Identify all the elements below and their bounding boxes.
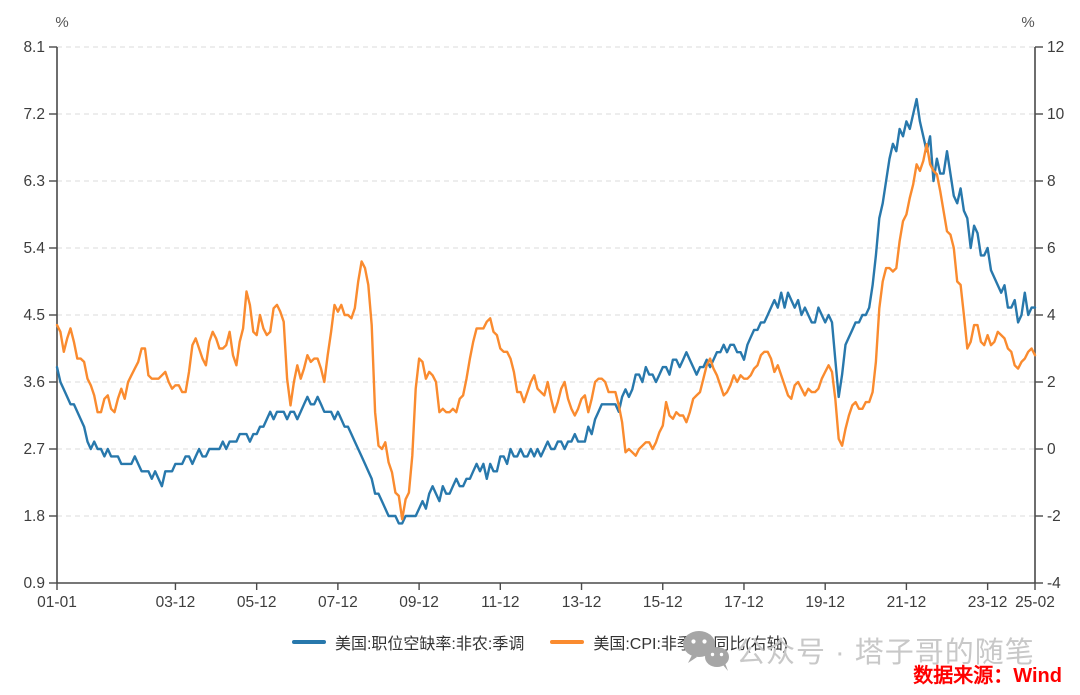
legend-item: 美国:CPI:非季调:同比(右轴): [550, 630, 788, 654]
x-axis-label: 07-12: [318, 594, 358, 611]
x-axis-label: 15-12: [643, 594, 683, 611]
data-source-label: 数据来源：Wind: [913, 665, 1062, 687]
chart-canvas: 8.1 12 7.2 10 6.3 8 5.4 6 4.5 4 3.6 2 2.7 0 1.8 -2 0.9 -4…: [23, 14, 1065, 611]
right-axis-label: 8: [1047, 173, 1056, 190]
left-axis-unit: %: [55, 14, 68, 31]
right-axis-label: 2: [1047, 374, 1056, 391]
x-axis-label: 13-12: [562, 594, 602, 611]
legend-label: 美国:职位空缺率:非农:季调: [334, 636, 525, 653]
left-axis-label: 7.2: [23, 106, 45, 123]
x-axis-label: 19-12: [805, 594, 845, 611]
x-axis-label: 21-12: [887, 594, 927, 611]
x-axis-label: 05-12: [237, 594, 277, 611]
right-axis-label: 4: [1047, 307, 1056, 324]
x-axis-label: 03-12: [156, 594, 196, 611]
legend-line-swatch: [550, 640, 585, 644]
legend-line-swatch: [291, 640, 326, 644]
right-axis-label: 10: [1047, 106, 1065, 123]
left-axis-label: 5.4: [23, 240, 45, 257]
left-axis-label: 3.6: [23, 374, 45, 391]
x-axis-label: 23-12: [968, 594, 1008, 611]
left-axis-label: 6.3: [23, 173, 45, 190]
left-axis-label: 2.7: [23, 441, 45, 458]
right-axis-label: -4: [1047, 575, 1061, 592]
x-axis-label: 11-12: [481, 594, 520, 611]
right-axis-label: 6: [1047, 240, 1056, 257]
legend-label: 美国:CPI:非季调:同比(右轴): [593, 636, 788, 653]
x-axis-label: 09-12: [399, 594, 439, 611]
right-axis-label: 0: [1047, 441, 1056, 458]
x-axis-label: 17-12: [724, 594, 764, 611]
legend-item: 美国:职位空缺率:非农:季调: [291, 630, 525, 654]
right-axis-label: 12: [1047, 39, 1064, 56]
right-axis-unit: %: [1021, 14, 1034, 31]
left-axis-label: 0.9: [23, 575, 45, 592]
series-line: [55, 97, 1037, 525]
chart-legend: 美国:职位空缺率:非农:季调 美国:CPI:非季调:同比(右轴): [0, 630, 1080, 654]
left-axis-label: 1.8: [23, 508, 45, 525]
series-line: [55, 142, 1037, 521]
left-axis-label: 4.5: [23, 307, 45, 324]
x-axis-label: 01-01: [37, 594, 77, 611]
x-axis-label: 25-02: [1015, 594, 1055, 611]
left-axis-label: 8.1: [23, 39, 45, 56]
right-axis-label: -2: [1047, 508, 1061, 525]
